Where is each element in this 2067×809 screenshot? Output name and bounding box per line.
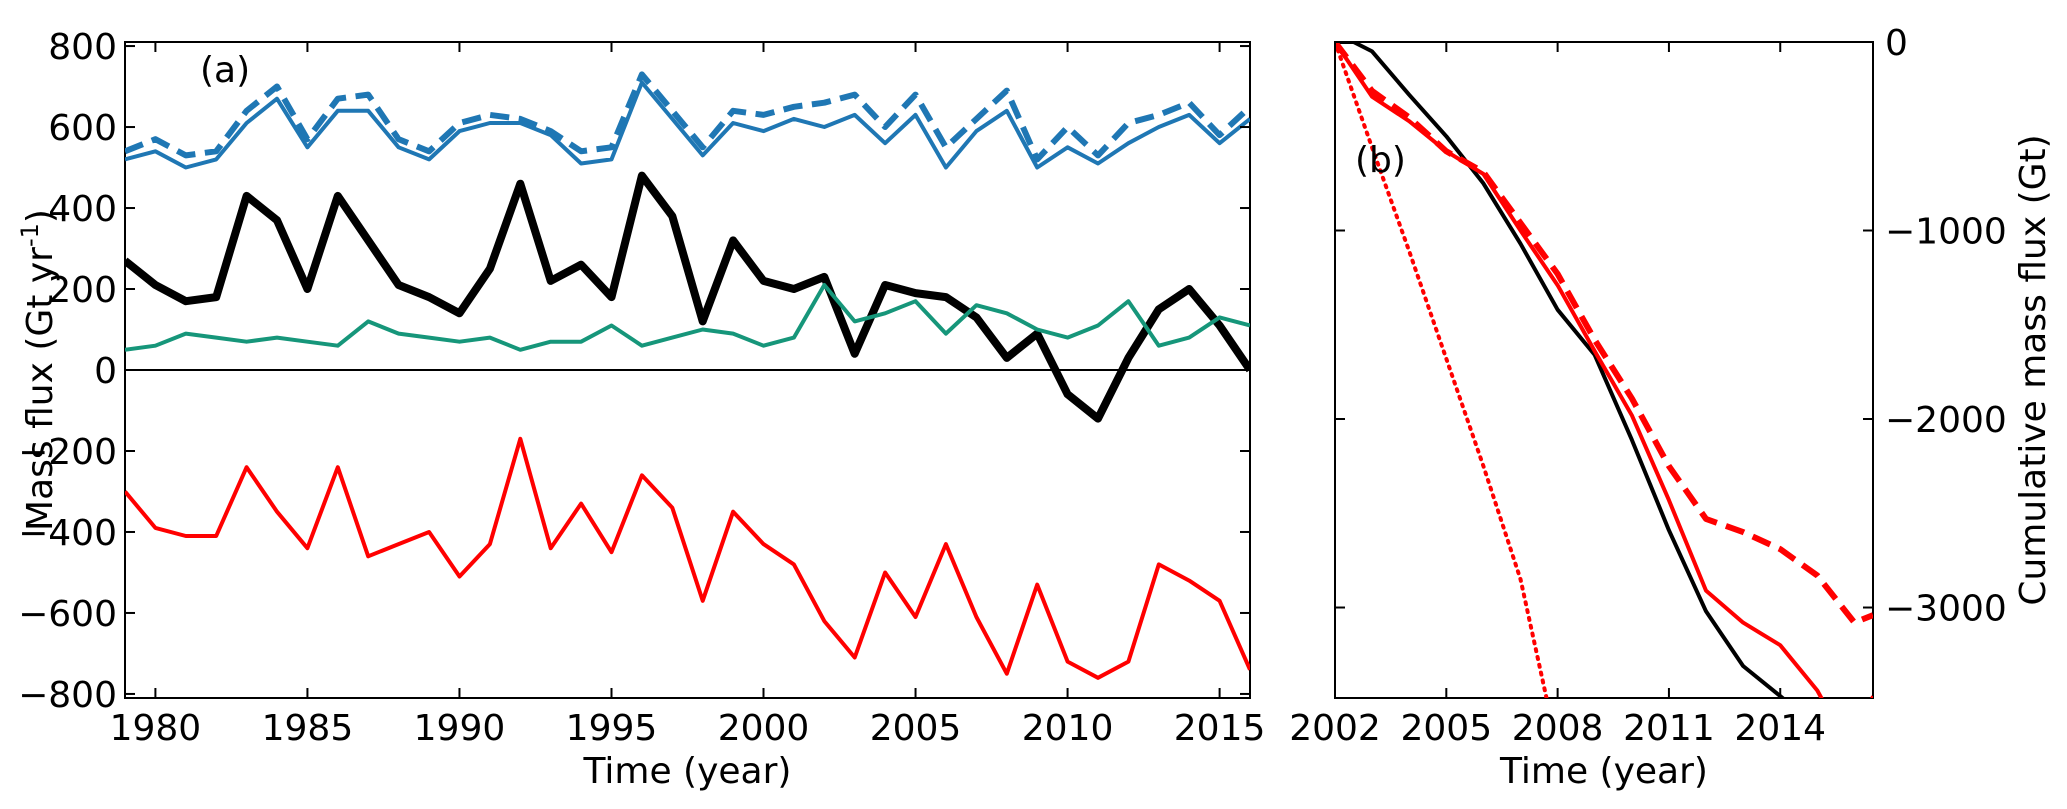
panel-a-series-line-1 bbox=[125, 71, 1250, 163]
x-tick-label: 1995 bbox=[566, 708, 658, 749]
panel-b-series bbox=[1335, 42, 1873, 698]
panel-b-frame bbox=[1334, 41, 1874, 699]
panel-b-x-ticks: 2002 2005 2008 2011 2014 bbox=[1289, 42, 1826, 749]
panel-b-y-ticks: 0 −1000 −2000 −3000 bbox=[1335, 23, 2007, 630]
panel-a-series-line-2 bbox=[125, 80, 1250, 170]
x-tick-label: 2008 bbox=[1512, 708, 1604, 749]
y-axis-label-close: ) bbox=[20, 209, 61, 223]
x-tick-label: 1980 bbox=[110, 708, 202, 749]
x-tick-label: 2015 bbox=[1174, 708, 1266, 749]
x-tick-label: 2005 bbox=[1400, 708, 1492, 749]
panel-a-series-line-3 bbox=[125, 171, 1250, 423]
y-tick-label: −400 bbox=[18, 513, 117, 554]
panel-b-label: (b) bbox=[1355, 140, 1406, 181]
y-tick-label: 600 bbox=[48, 108, 117, 149]
panel-a-series bbox=[125, 71, 1250, 680]
panel-a-series-line-4 bbox=[125, 283, 1250, 352]
panel-a-label: (a) bbox=[200, 50, 250, 91]
y-tick-label: −1000 bbox=[1885, 212, 2007, 253]
x-tick-label: 2000 bbox=[718, 708, 810, 749]
x-tick-label: 1985 bbox=[262, 708, 354, 749]
y-axis-label-superscript: -1 bbox=[16, 223, 44, 247]
panel-a-y-axis-label: Mass flux (Gt yr-1) bbox=[16, 209, 61, 531]
y-tick-label: −200 bbox=[18, 432, 117, 473]
panel-b: 2002 2005 2008 2011 2014 0 −1000 −2000 −3000 (b… bbox=[1289, 23, 2054, 792]
y-axis-label-main: Mass flux (Gt yr bbox=[20, 247, 61, 531]
panel-a-series-line-5 bbox=[125, 436, 1250, 680]
panel-b-y-axis-label: Cumulative mass flux (Gt) bbox=[2013, 134, 2054, 605]
y-tick-label: −800 bbox=[18, 675, 117, 716]
x-tick-label: 2002 bbox=[1289, 708, 1381, 749]
y-tick-label: −2000 bbox=[1885, 400, 2007, 441]
panel-a-x-axis-label: Time (year) bbox=[583, 751, 792, 792]
x-tick-label: 2010 bbox=[1022, 708, 1114, 749]
panel-b-series-line-3 bbox=[1335, 42, 1873, 626]
panel-a-y-ticks: 800 600 400 200 0 −200 −400 −600 −800 bbox=[18, 27, 1250, 716]
y-tick-label: 400 bbox=[48, 189, 117, 230]
y-tick-label: −3000 bbox=[1885, 589, 2007, 630]
panel-a-x-ticks: 1980 1985 1990 1995 2000 2005 2010 2015 bbox=[110, 42, 1266, 749]
x-tick-label: 1990 bbox=[414, 708, 506, 749]
panel-b-x-axis-label: Time (year) bbox=[1499, 751, 1708, 792]
x-tick-label: 2014 bbox=[1734, 708, 1826, 749]
y-tick-label: 200 bbox=[48, 270, 117, 311]
panel-b-series-line-4 bbox=[1335, 42, 1549, 698]
x-tick-label: 2005 bbox=[870, 708, 962, 749]
y-tick-label: 0 bbox=[1885, 23, 1908, 64]
y-tick-label: 0 bbox=[94, 351, 117, 392]
panel-a: 1980 1985 1990 1995 2000 2005 2010 2015 8006004… bbox=[16, 27, 1265, 792]
panel-b-series-line-2 bbox=[1335, 42, 1873, 698]
y-tick-label: −600 bbox=[18, 594, 117, 635]
y-tick-label: 800 bbox=[48, 27, 117, 68]
x-tick-label: 2011 bbox=[1623, 708, 1715, 749]
